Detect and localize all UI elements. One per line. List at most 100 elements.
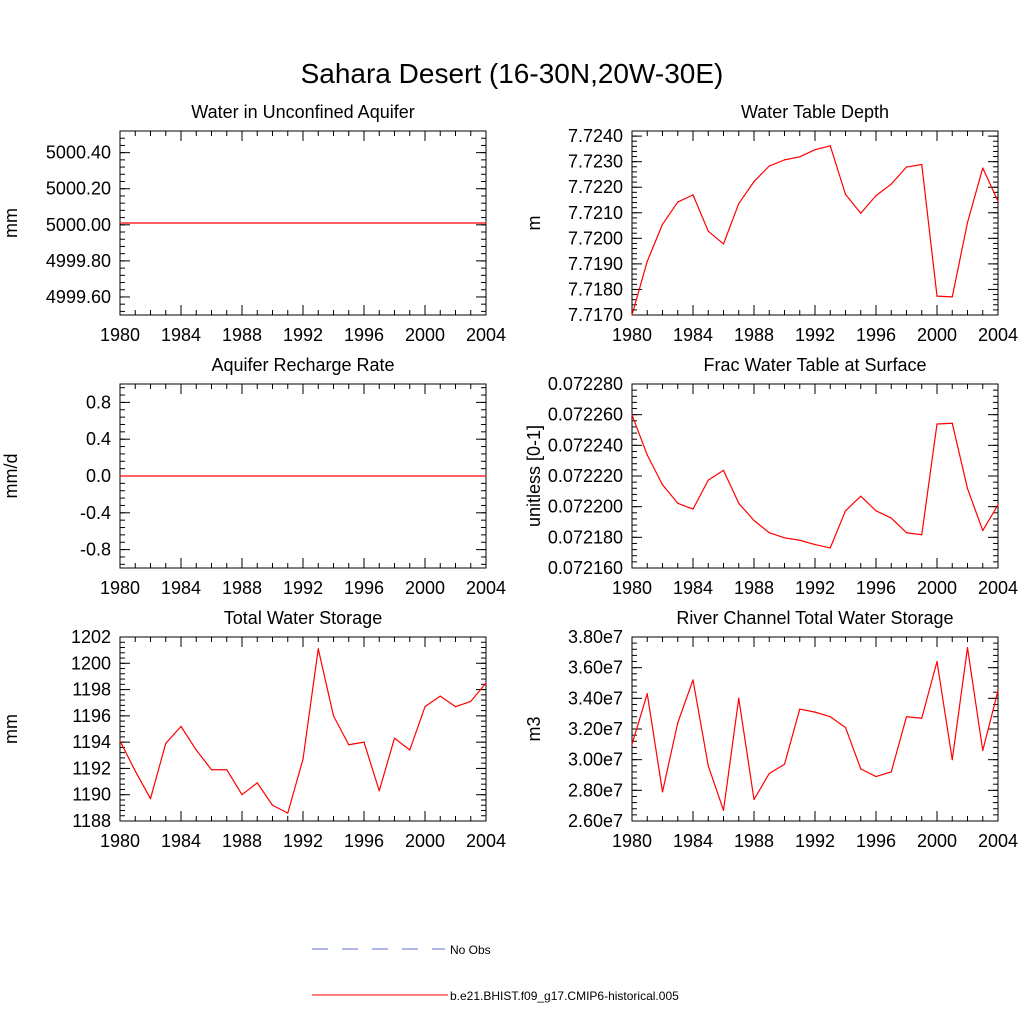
data-point — [661, 791, 664, 793]
y-tick-label: 7.7180 — [568, 279, 623, 299]
data-point — [738, 502, 740, 504]
data-point — [890, 183, 892, 185]
data-point — [302, 758, 304, 760]
data-point — [814, 543, 816, 546]
panel-title: Water in Unconfined Aquifer — [191, 102, 414, 122]
x-tick-label: 1992 — [795, 578, 835, 598]
data-point — [875, 510, 877, 512]
data-point — [829, 145, 831, 147]
data-point — [119, 222, 121, 224]
y-tick-label: 1202 — [71, 627, 111, 647]
x-tick-label: 1988 — [222, 831, 262, 851]
data-point — [287, 812, 289, 814]
data-point — [119, 475, 121, 477]
y-tick-label: 0.072280 — [548, 374, 623, 394]
x-tick-label: 1992 — [283, 578, 323, 598]
data-point — [768, 165, 770, 167]
data-point — [875, 195, 877, 197]
x-tick-label: 1984 — [673, 578, 713, 598]
data-point — [424, 706, 426, 708]
x-tick-label: 2004 — [978, 578, 1018, 598]
y-tick-label: 2.80e7 — [568, 780, 623, 800]
data-point — [860, 768, 862, 770]
data-point — [646, 260, 648, 262]
data-point — [844, 193, 847, 195]
data-point — [921, 534, 923, 536]
data-point — [692, 194, 694, 196]
legend-label-no-obs: No Obs — [450, 943, 491, 957]
panel-title: Total Water Storage — [224, 608, 382, 628]
y-tick-label: -0.8 — [80, 540, 111, 560]
figure-title: Sahara Desert (16-30N,20W-30E) — [301, 58, 724, 89]
data-point — [966, 221, 969, 224]
data-point — [844, 510, 847, 512]
data-point — [210, 769, 213, 771]
x-tick-label: 1996 — [344, 325, 384, 345]
x-tick-label: 2000 — [405, 831, 445, 851]
x-tick-label: 1996 — [344, 578, 384, 598]
y-tick-label: 5000.00 — [46, 215, 111, 235]
data-point — [485, 475, 487, 477]
y-tick-label: 2.60e7 — [568, 811, 623, 831]
data-point — [180, 725, 182, 727]
y-tick-label: 3.80e7 — [568, 627, 623, 647]
data-point — [677, 722, 679, 724]
panel-title: River Channel Total Water Storage — [676, 608, 953, 628]
data-point — [829, 547, 831, 549]
y-tick-label: 1188 — [72, 811, 111, 831]
x-tick-label: 2004 — [466, 325, 506, 345]
y-tick-label: 1200 — [71, 653, 111, 673]
x-tick-label: 1992 — [795, 325, 835, 345]
y-tick-label: 1198 — [72, 680, 111, 700]
data-point — [814, 711, 816, 713]
data-point — [768, 772, 770, 775]
data-point — [134, 770, 136, 772]
x-tick-label: 2000 — [917, 578, 957, 598]
y-tick-label: 5000.20 — [46, 179, 111, 199]
data-point — [753, 798, 755, 801]
y-tick-label: 4999.60 — [46, 287, 111, 307]
data-point — [677, 502, 679, 504]
data-point — [707, 765, 709, 767]
data-point — [485, 682, 487, 684]
x-tick-label: 1996 — [856, 578, 896, 598]
x-tick-label: 2004 — [466, 831, 506, 851]
x-tick-label: 2004 — [466, 578, 506, 598]
y-axis-label: m — [524, 216, 544, 231]
data-point — [454, 706, 457, 708]
data-point — [722, 243, 725, 245]
panel-3: Aquifer Recharge Rate mm/d 1980 1984 1988 199… — [1, 355, 506, 598]
data-point — [439, 695, 441, 697]
data-point — [378, 790, 380, 792]
data-point — [890, 771, 892, 773]
y-tick-label: 0.0 — [86, 466, 111, 486]
x-tick-label: 1992 — [283, 325, 323, 345]
y-axis-label: mm/d — [1, 454, 21, 499]
data-point — [936, 295, 938, 297]
data-point — [753, 181, 755, 183]
data-point — [646, 693, 648, 695]
y-tick-label: 0.4 — [86, 429, 111, 449]
data-point — [921, 163, 923, 166]
data-point — [195, 749, 197, 751]
data-point — [646, 454, 648, 456]
y-tick-label: 1194 — [72, 732, 111, 752]
data-point — [875, 775, 877, 778]
y-tick-label: 1190 — [72, 785, 111, 805]
legend: No Obs b.e21.BHIST.f09_g17.CMIP6-histori… — [312, 943, 679, 1003]
legend-label-model: b.e21.BHIST.f09_g17.CMIP6-historical.005 — [450, 989, 679, 1003]
data-point — [799, 156, 801, 158]
x-tick-label: 2000 — [405, 578, 445, 598]
x-tick-label: 2000 — [917, 831, 957, 851]
data-point — [905, 166, 908, 168]
data-point — [844, 726, 847, 729]
data-point — [271, 804, 274, 806]
x-tick-label: 1988 — [734, 325, 774, 345]
data-point — [256, 782, 258, 784]
data-point — [738, 697, 740, 699]
x-tick-label: 2000 — [917, 325, 957, 345]
data-point — [921, 717, 923, 719]
data-point — [814, 149, 816, 151]
y-axis-label: mm — [1, 208, 21, 238]
